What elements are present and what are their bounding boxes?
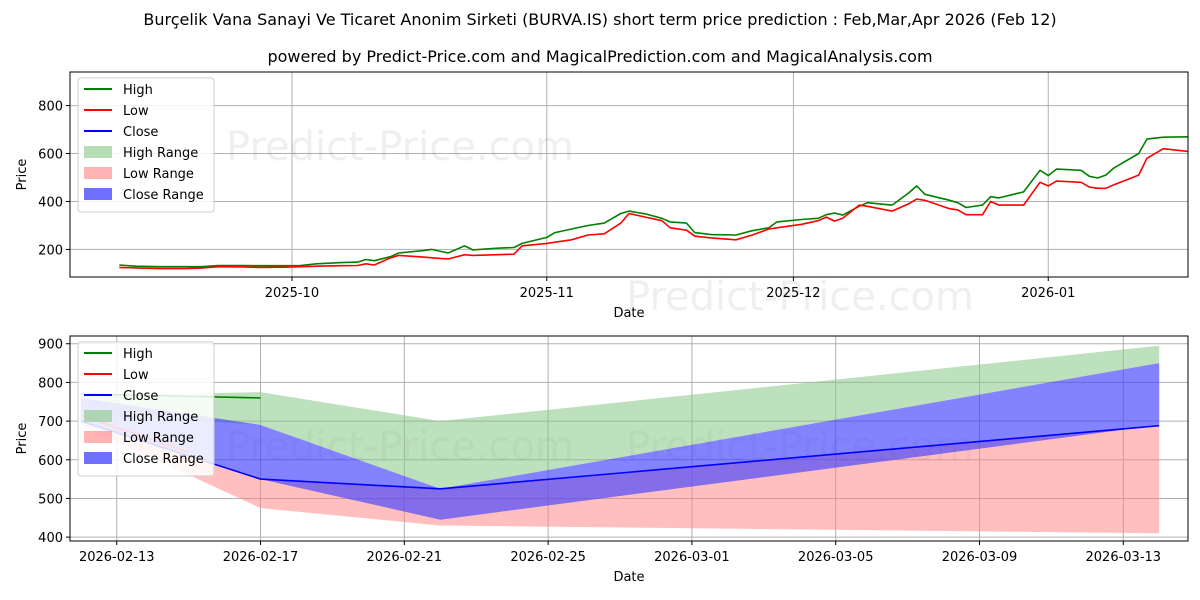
x-tick-label: 2026-02-17 — [223, 550, 299, 565]
x-axis-label: Date — [613, 570, 644, 585]
y-tick-label: 400 — [38, 531, 63, 546]
y-tick-label: 900 — [38, 338, 63, 353]
watermark-text: Predict-Price.com — [226, 124, 574, 170]
legend-swatch-patch — [84, 146, 112, 158]
legend-label: Close Range — [123, 452, 204, 467]
high-line — [119, 136, 1188, 268]
plot-frame — [69, 71, 1189, 278]
legend-label: High — [123, 83, 153, 98]
legend-label: High Range — [123, 146, 198, 161]
x-tick-label: 2026-01 — [1021, 286, 1075, 301]
legend-label: High — [123, 347, 153, 362]
legend-label: Low Range — [123, 431, 194, 446]
y-tick-label: 800 — [38, 376, 63, 391]
y-tick-label: 600 — [38, 148, 63, 163]
legend-label: Low — [123, 104, 149, 119]
legend-label: Close — [123, 389, 158, 404]
top-panel: Predict-Price.com Predict-Price.com 200 400… — [15, 71, 1189, 321]
legend-swatch-patch — [84, 452, 112, 464]
x-tick-label: 2026-03-01 — [654, 550, 730, 565]
watermark-text: Predict-Price.com — [626, 274, 974, 320]
legend-swatch-patch — [84, 410, 112, 422]
y-axis-label: Price — [15, 423, 30, 455]
legend-swatch-patch — [84, 188, 112, 200]
x-tick-label: 2026-03-05 — [798, 550, 874, 565]
x-tick-label: 2026-03-13 — [1086, 550, 1162, 565]
x-tick-label: 2025-10 — [265, 286, 319, 301]
y-tick-label: 200 — [38, 243, 63, 258]
x-tick-label: 2026-02-13 — [79, 550, 155, 565]
legend-label: Close — [123, 125, 158, 140]
low-line — [119, 147, 1188, 270]
chart-title: Burçelik Vana Sanayi Ve Ticaret Anonim S… — [143, 10, 1056, 29]
x-axis-label: Date — [613, 306, 644, 321]
y-tick-label: 800 — [38, 100, 63, 115]
x-tick-label: 2026-02-21 — [367, 550, 443, 565]
x-tick-label: 2026-03-09 — [942, 550, 1018, 565]
bottom-panel: Predict-Price.comPredict-Price.com400500… — [15, 335, 1189, 585]
legend-swatch-patch — [84, 431, 112, 443]
chart-subtitle: powered by Predict-Price.com and Magical… — [267, 47, 932, 66]
plot-area — [119, 136, 1188, 270]
legend-swatch-patch — [84, 167, 112, 179]
x-tick-label: 2025-12 — [766, 286, 820, 301]
x-tick-label: 2025-11 — [520, 286, 574, 301]
x-tick-label: 2026-02-25 — [510, 550, 586, 565]
plot-area — [80, 345, 1160, 534]
y-axis-label: Price — [15, 159, 30, 191]
close-range-band — [80, 363, 1160, 520]
plot-frame — [69, 335, 1189, 542]
y-tick-label: 700 — [38, 415, 63, 430]
y-tick-label: 400 — [38, 195, 63, 210]
y-tick-label: 600 — [38, 454, 63, 469]
legend-label: High Range — [123, 410, 198, 425]
legend-label: Close Range — [123, 188, 204, 203]
legend-label: Low Range — [123, 167, 194, 182]
high-range-band — [80, 345, 1160, 489]
y-tick-label: 500 — [38, 492, 63, 507]
legend-label: Low — [123, 368, 149, 383]
